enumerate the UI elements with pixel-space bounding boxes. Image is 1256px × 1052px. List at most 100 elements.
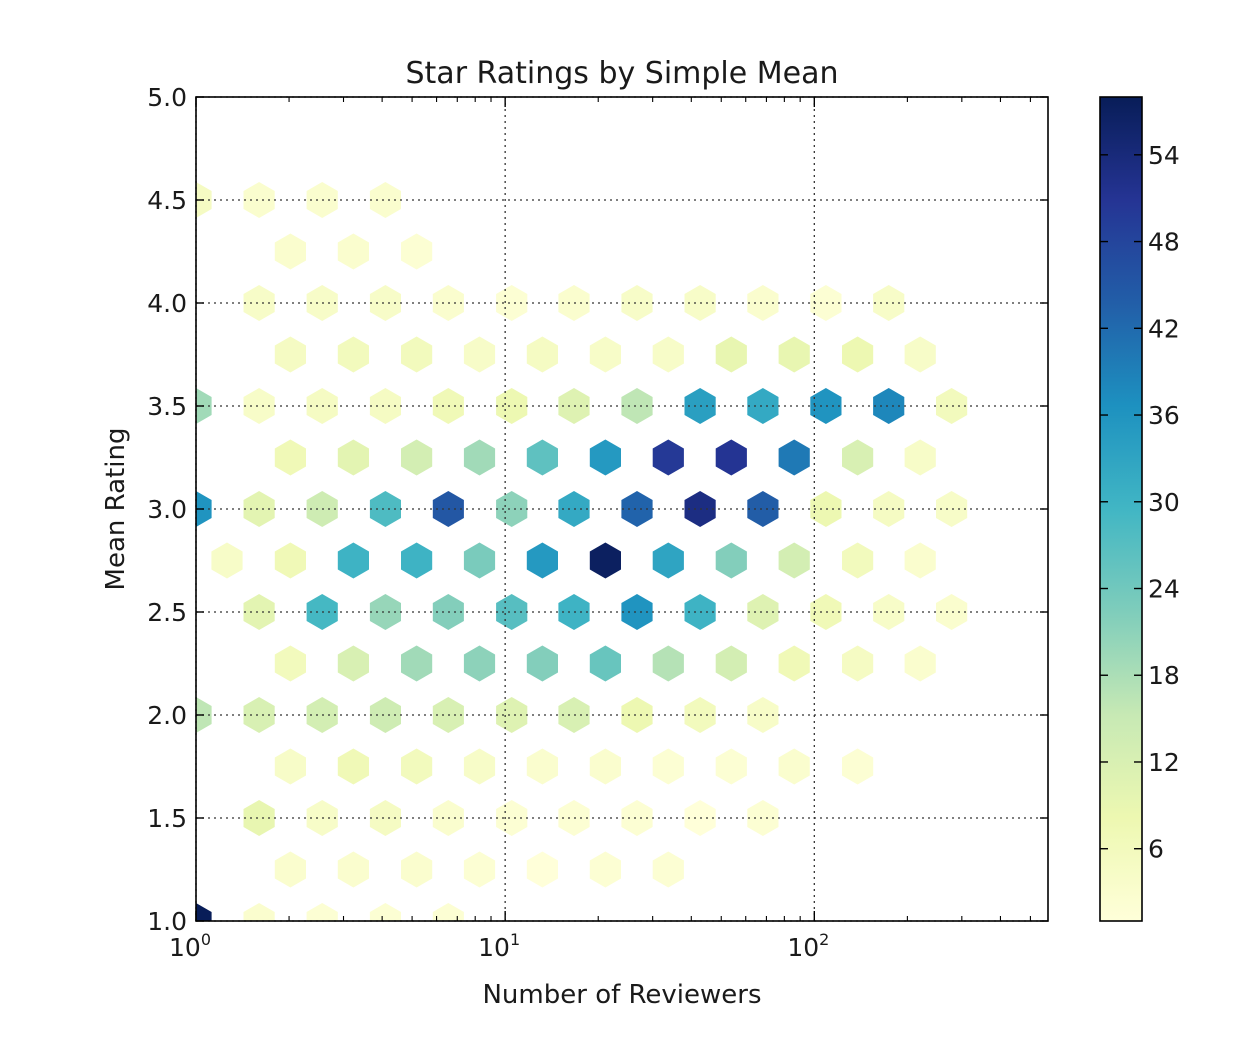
hexbin-cell	[715, 336, 747, 373]
hexbin-cell	[401, 748, 433, 785]
hexbin-cell	[243, 697, 275, 733]
hexbin-cell	[526, 336, 558, 373]
hexbin-cell	[369, 594, 401, 630]
colorbar: 6 12 18 24 30 36 42 48 54	[1099, 96, 1180, 922]
hexbin-cell	[274, 439, 306, 476]
hexbin-cell	[526, 645, 558, 682]
hexbin-cell	[463, 645, 496, 682]
hexbin-cell	[810, 285, 842, 321]
colorbar-tick-label: 18	[1148, 661, 1180, 690]
hexbin-cell	[778, 542, 810, 579]
hexbin-cell	[589, 645, 621, 682]
hexbin-cell	[526, 439, 558, 476]
hexbin-cell	[463, 748, 496, 785]
y-tick-label: 4.5	[147, 186, 187, 215]
hexbin-cell	[243, 491, 275, 527]
hexbin-cell	[274, 645, 306, 682]
hexbin-cell	[369, 800, 401, 836]
hexbin-cell	[842, 645, 874, 682]
hexbin-cell	[369, 182, 401, 218]
hexbin-cell	[496, 491, 528, 527]
hexbin-cell	[589, 439, 621, 476]
plot-area	[195, 96, 1049, 922]
hexbin-cell	[652, 542, 684, 579]
hexbin-cell	[904, 542, 936, 579]
hexbin-cell	[274, 851, 306, 888]
hexbin-cell	[778, 439, 810, 476]
y-axis-label: Mean Rating	[101, 428, 131, 591]
hexbin-cell	[842, 542, 874, 579]
x-axis-label: Number of Reviewers	[482, 980, 761, 1010]
hexbin-cell	[873, 285, 905, 321]
hexbin-cell	[652, 851, 684, 888]
hexbin-cell	[496, 594, 528, 630]
y-tick-label: 5.0	[147, 83, 187, 112]
hexbin-cell	[810, 594, 842, 630]
hexbin-cell	[496, 697, 528, 733]
hexbin-cell	[652, 748, 684, 785]
hexbin-cell	[873, 594, 905, 630]
hexbin-cell	[747, 800, 779, 836]
hexbin-cell	[401, 336, 433, 373]
colorbar-tick-label: 54	[1148, 141, 1180, 170]
colorbar-tick-label: 36	[1148, 401, 1180, 430]
hexbin-cell	[873, 491, 905, 527]
colorbar-tick-label: 48	[1148, 228, 1180, 257]
hexbin-cell	[196, 903, 212, 921]
colorbar-tick-label: 42	[1148, 314, 1180, 343]
hexbin-cell	[401, 542, 433, 579]
hexbin-cell	[904, 439, 936, 476]
hexbin-cell	[243, 182, 275, 218]
hexbin-cell	[778, 748, 810, 785]
hexbin-cell	[463, 439, 496, 476]
colorbar-tick-label: 30	[1148, 488, 1180, 517]
hexbin-cell	[621, 697, 653, 733]
hexbin-cell	[621, 594, 653, 630]
hexbin-cell	[904, 645, 936, 682]
hexbin-cell	[715, 439, 747, 476]
hexbin-cell	[873, 388, 905, 424]
gridlines	[195, 96, 1048, 922]
hexbin-cell	[747, 491, 779, 527]
hexbin-cell	[274, 542, 306, 579]
y-tick-label: 2.0	[147, 701, 187, 730]
hexbin-cell	[810, 388, 842, 424]
hexbin-cell	[337, 336, 369, 373]
chart-title: Star Ratings by Simple Mean	[406, 56, 839, 91]
hexbin-cell	[778, 645, 810, 682]
hexbin-cell	[652, 439, 684, 476]
hexbin-cell	[369, 697, 401, 733]
hexbin-cell	[274, 336, 306, 373]
hexbin-cell	[747, 388, 779, 424]
hexbin-cell	[842, 748, 874, 785]
hexbin-cell	[401, 851, 433, 888]
hexbin-cell	[243, 285, 275, 321]
hexbin-cell	[621, 491, 653, 527]
hexbin-cell	[243, 903, 275, 921]
colorbar-tick-label: 24	[1148, 575, 1180, 604]
hexbin-cell	[621, 800, 653, 836]
hexbin-cell	[936, 594, 968, 630]
hexbin-cell	[589, 336, 621, 373]
hexbin-cell	[369, 491, 401, 527]
hexbin-cell	[621, 285, 653, 321]
hexbin-cell	[652, 336, 684, 373]
hexbin-cell	[842, 336, 874, 373]
hexbin-cell	[715, 645, 747, 682]
y-axis: 1.0 1.5 2.0 2.5 3.0 3.5 4.0 4.5 5.0	[147, 83, 1048, 936]
hexbin-cell	[904, 336, 936, 373]
hexbin-cell	[211, 542, 243, 579]
hexbin-cell	[589, 542, 621, 579]
hexbin-cell	[337, 439, 369, 476]
y-tick-label: 3.0	[147, 495, 187, 524]
hexbin-cell	[243, 388, 275, 424]
hexbin-cell	[274, 233, 306, 270]
hexbin-cell	[589, 748, 621, 785]
hexbin-cell	[747, 697, 779, 733]
hexbin-cell	[369, 903, 401, 921]
hexbin-cell	[778, 336, 810, 373]
x-tick-label: 100	[169, 930, 211, 962]
hexbin-cell	[243, 800, 275, 836]
hexbin-cell	[401, 645, 433, 682]
